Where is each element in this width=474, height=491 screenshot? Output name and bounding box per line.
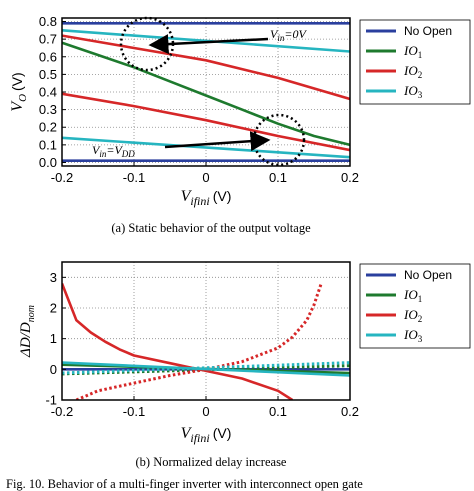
chart-a-xtick-label: -0.2 [51,170,73,185]
chart-b-ylabel: ΔD/Dnom [18,305,37,358]
chart-b-ytick-label: 1 [50,331,57,346]
chart-b-series-io2-dotted [75,283,323,400]
figure-caption: Fig. 10. Behavior of a multi-finger inve… [6,477,363,491]
chart-b-xtick-label: 0.2 [341,404,359,419]
chart-b-series-io3-dotted [62,361,350,375]
chart-a-ytick-label: 0.4 [39,85,57,100]
chart-a: -0.2 -0.1 0 0.1 0.2 0.0 0.1 0.2 0.3 0.4 0.5 0.6 0.7 0… [9,14,471,235]
chart-a-legend-label: No Open [404,24,452,38]
chart-a-ytick-label: 0.7 [39,32,57,47]
chart-b-xlabel: Vifini (V) [181,425,232,445]
chart-a-ytick-label: 0.5 [39,67,57,82]
chart-a-ytick-label: 0.0 [39,155,57,170]
chart-b-legend-label: IO2 [403,307,422,324]
chart-a-xtick-label: 0 [202,170,209,185]
chart-a-legend-label: IO3 [403,83,423,100]
chart-a-arrow-bottom [164,131,271,152]
chart-b-xtick-label: -0.1 [123,404,145,419]
chart-a-series-io3 [62,136,350,159]
chart-b-legend: No Open IO1 IO2 IO3 [359,263,471,349]
chart-a-annotation-vin-vdd: Vin=VDD [92,143,135,159]
chart-a-caption: (a) Static behavior of the output voltag… [111,221,311,235]
chart-a-xtick-label: 0.2 [341,170,359,185]
chart-a-series-io1 [62,41,350,147]
chart-a-legend-label: IO2 [403,63,422,80]
chart-a-ytick-label: 0.6 [39,49,57,64]
chart-a-ylabel: VO(V) [9,72,29,111]
chart-a-ytick-label: 0.2 [39,120,57,135]
chart-a-ytick-label: 0.1 [39,137,57,152]
chart-b-ytick-label: 0 [50,362,57,377]
chart-b-legend-label: IO3 [403,327,423,344]
chart-a-xlabel: Vifini (V) [181,188,232,208]
chart-b-series-io1-dotted [62,364,350,376]
chart-b-legend-label: IO1 [403,287,422,304]
chart-a-ytick-label: 0.8 [39,14,57,29]
chart-b-ytick-label: -1 [45,393,57,408]
chart-a-ticks: -0.2 -0.1 0 0.1 0.2 0.0 0.1 0.2 0.3 0.4 0.5 0.6 0.7 0… [39,14,359,185]
chart-b-xtick-label: 0.1 [269,404,287,419]
chart-a-series-io2 [62,34,350,101]
chart-a-legend: No Open IO1 IO2 IO3 [359,19,471,105]
chart-a-series-io2 [62,92,350,152]
chart-a-ytick-label: 0.3 [39,102,57,117]
chart-b-legend-label: No Open [404,268,452,282]
chart-b-xtick-label: 0 [202,404,209,419]
chart-b-series-io2 [62,283,294,400]
chart-a-xtick-label: -0.1 [123,170,145,185]
chart-b-xtick-label: -0.2 [51,404,73,419]
chart-b-ytick-label: 3 [50,270,57,285]
chart-a-xtick-label: 0.1 [269,170,287,185]
chart-a-annotation-circle-bottom [252,113,306,167]
chart-a-series-io3 [62,29,350,53]
chart-b-series [62,283,350,400]
chart-a-arrow-top [148,34,269,55]
chart-b-series-io3 [62,361,350,377]
chart-a-annotation-vin-0v: Vin=0V [270,27,307,43]
chart-b-ticks: -0.2 -0.1 0 0.1 0.2 -1 0 1 2 3 [45,270,359,419]
chart-b-ytick-label: 2 [50,301,57,316]
chart-b-caption: (b) Normalized delay increase [136,455,287,469]
chart-a-series [62,21,350,162]
chart-a-legend-label: IO1 [403,43,422,60]
